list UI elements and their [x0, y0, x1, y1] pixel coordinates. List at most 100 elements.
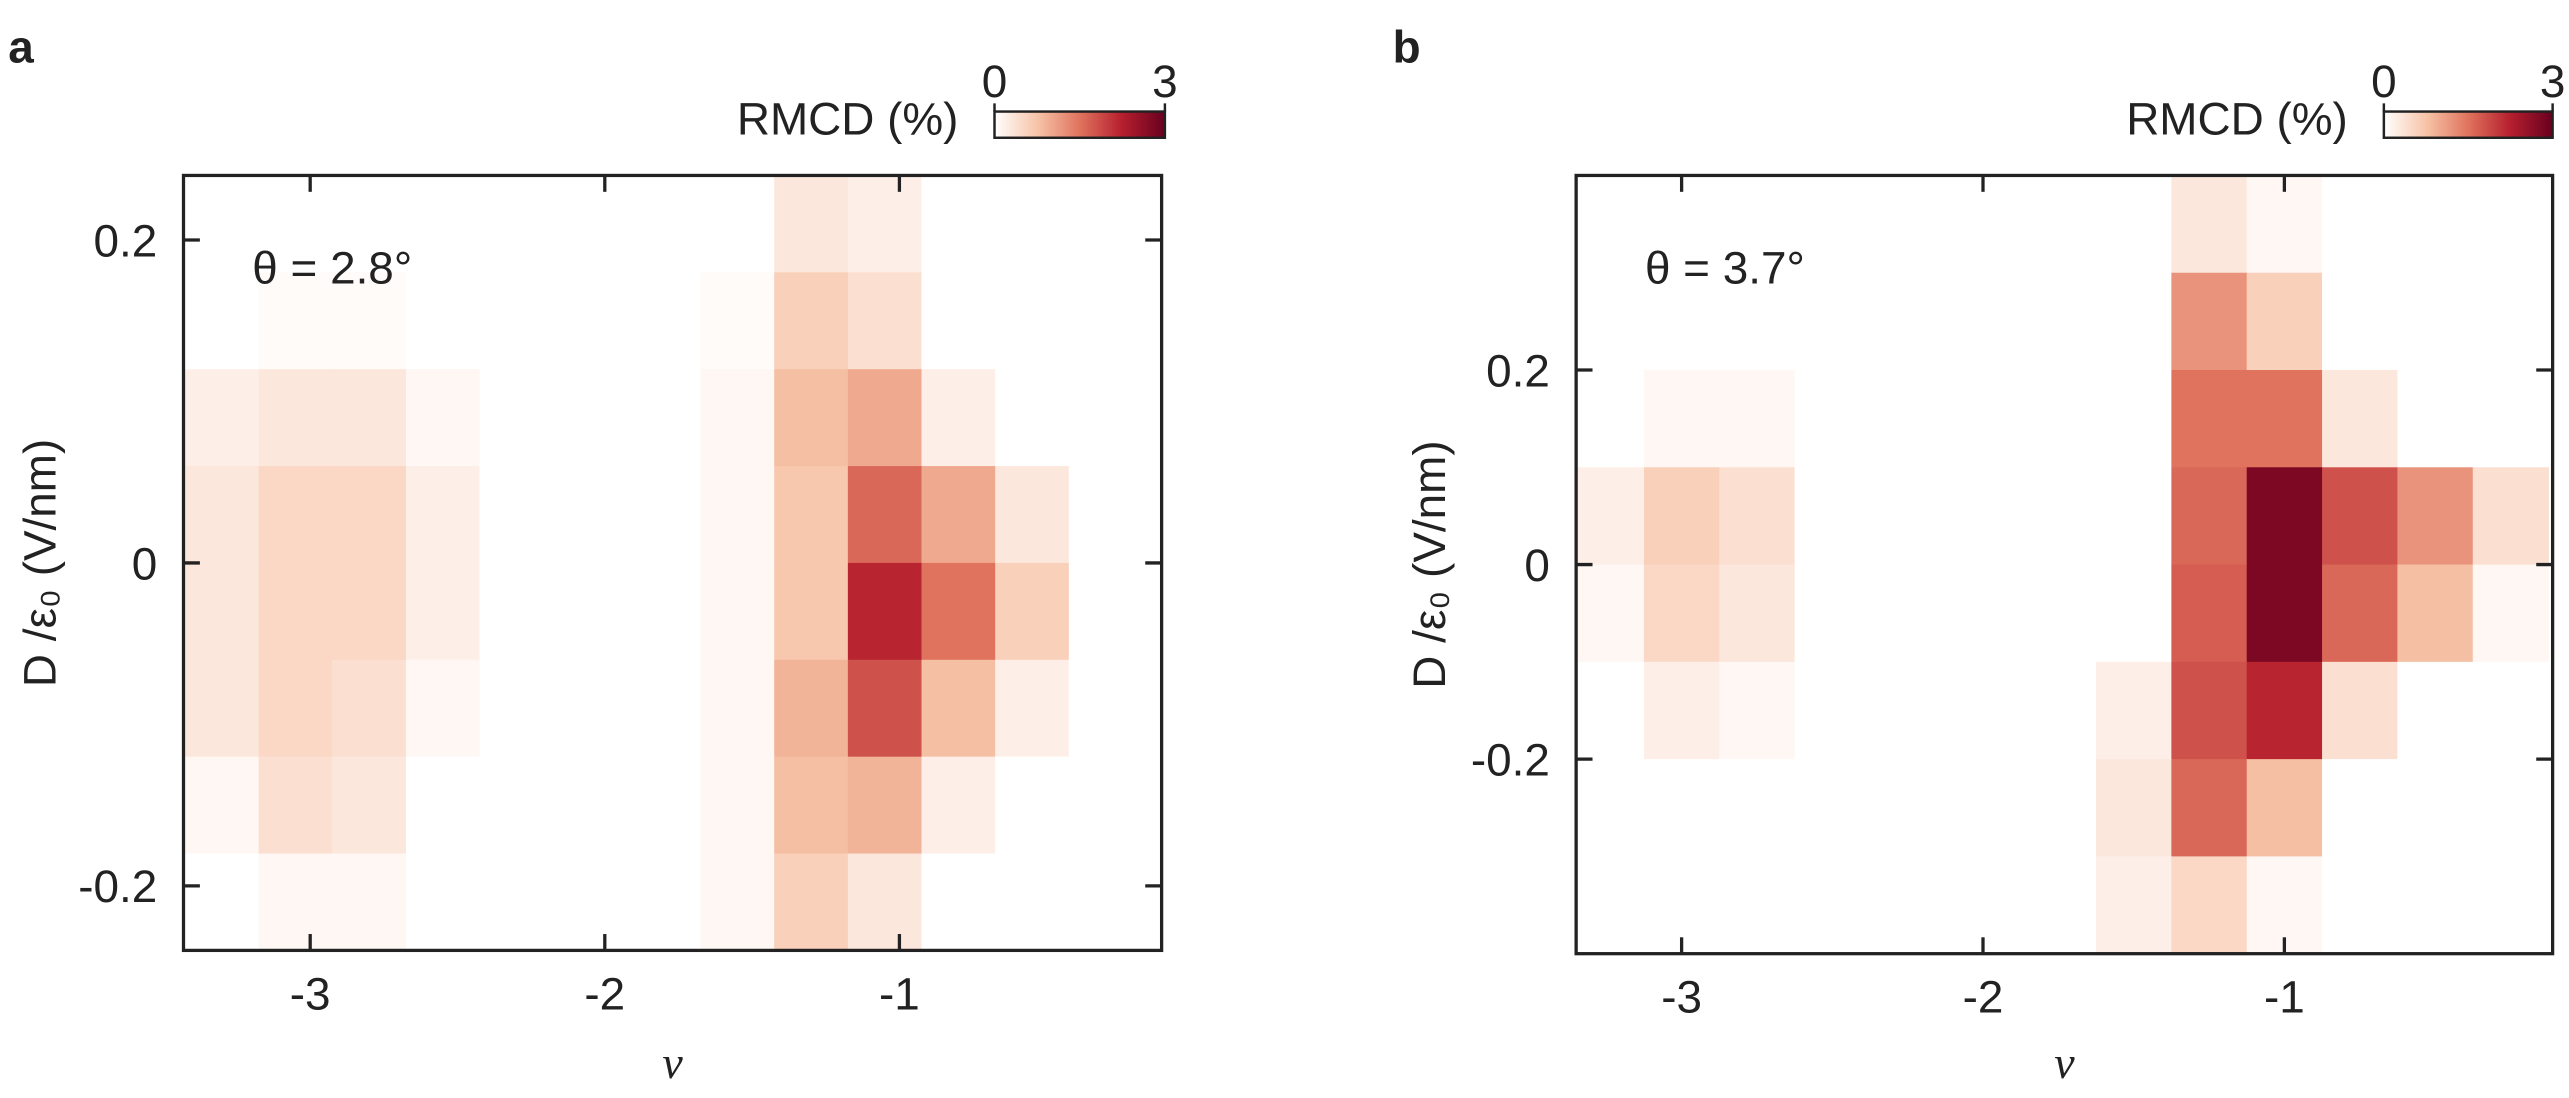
heatmap-cell	[2472, 467, 2549, 566]
heatmap-cell	[2020, 759, 2097, 858]
heatmap-cell	[700, 369, 776, 467]
heatmap-cell	[1719, 467, 1796, 566]
heatmap-cell	[258, 466, 334, 564]
heatmap-cell	[700, 175, 776, 274]
heatmap-cell	[2246, 661, 2323, 760]
heatmap-cell	[1945, 661, 2022, 760]
heatmap-cell	[258, 853, 334, 951]
heatmap-cell	[1576, 856, 1645, 954]
heatmap-cell	[995, 853, 1070, 951]
heatmap-cell	[774, 175, 849, 274]
heatmap-cell	[184, 466, 260, 564]
heatmap-cell	[921, 466, 996, 564]
heatmap-cell	[405, 756, 481, 855]
heatmap-cell	[2246, 467, 2323, 566]
y-tick-label: -0.2	[1471, 734, 1550, 786]
x-tick-label: -3	[1661, 971, 1702, 1023]
heatmap-cell	[2472, 661, 2549, 760]
heatmap-cell	[2472, 564, 2549, 663]
heatmap-cell	[2096, 272, 2173, 371]
heatmap-cell	[1719, 661, 1796, 760]
heatmap-cell	[405, 659, 481, 758]
heatmap-cell	[553, 369, 628, 467]
annotation: θ = 3.7°	[1645, 242, 1805, 294]
heatmap-cell	[332, 466, 407, 564]
heatmap-cell	[332, 853, 407, 951]
heatmap-cell	[1643, 370, 1721, 469]
heatmap-cell	[2020, 370, 2097, 469]
heatmap-cell	[332, 562, 407, 661]
heatmap-cell	[479, 369, 555, 467]
heatmap-cell	[2472, 370, 2549, 469]
heatmap-cell	[626, 175, 702, 274]
heatmap-cell	[1794, 175, 1871, 274]
heatmap-cell	[774, 853, 849, 951]
heatmap-cell	[921, 756, 996, 855]
heatmap-cell	[847, 466, 923, 564]
colorbar-tick-label: 3	[2540, 55, 2566, 107]
heatmap-cell	[258, 272, 334, 371]
heatmap-cell	[2397, 175, 2474, 274]
heatmap-cell	[1068, 466, 1144, 564]
heatmap-cell	[1794, 370, 1871, 469]
y-tick-label: 0	[132, 537, 158, 589]
heatmap-cell	[332, 756, 407, 855]
heatmap-cell	[2020, 467, 2097, 566]
heatmap-cell	[479, 562, 555, 661]
heatmap-cell	[2096, 661, 2173, 760]
heatmap-cell	[847, 175, 923, 274]
heatmap-cell	[1794, 661, 1871, 760]
heatmap-cell	[1643, 467, 1721, 566]
heatmap-cell	[995, 659, 1070, 758]
panel-label: a	[8, 20, 34, 72]
heatmap-cell	[1643, 564, 1721, 663]
heatmap-cell	[995, 272, 1070, 371]
heatmap-cell	[847, 756, 923, 855]
heatmap-cell	[405, 562, 481, 661]
heatmap-cell	[2096, 467, 2173, 566]
y-tick-label: -0.2	[78, 860, 157, 912]
heatmap-cell	[1945, 272, 2022, 371]
heatmap-cell	[1945, 467, 2022, 566]
heatmap-cell	[774, 369, 849, 467]
heatmap-cell	[405, 175, 481, 274]
heatmap-cell	[995, 369, 1070, 467]
heatmap-cell	[479, 853, 555, 951]
heatmap-cell	[258, 175, 334, 274]
heatmap-cell	[553, 853, 628, 951]
heatmap-cell	[995, 756, 1070, 855]
heatmap-cell	[774, 756, 849, 855]
heatmap-cell	[479, 756, 555, 855]
heatmap-cell	[847, 272, 923, 371]
heatmap-cell	[921, 853, 996, 951]
heatmap-cell	[405, 369, 481, 467]
heatmap-cell	[626, 466, 702, 564]
heatmap-cell	[479, 175, 555, 274]
heatmap-cell	[2020, 272, 2097, 371]
heatmap-cell	[258, 659, 334, 758]
panel-label: b	[1393, 20, 1421, 72]
heatmap-cell	[2171, 856, 2248, 954]
heatmap-cell	[2096, 759, 2173, 858]
heatmap-cell	[1068, 369, 1144, 467]
annotation: θ = 2.8°	[252, 242, 412, 294]
heatmap-cell	[1068, 853, 1144, 951]
heatmap	[1576, 175, 2549, 954]
heatmap-cell	[332, 175, 407, 274]
heatmap-cell	[2472, 175, 2549, 274]
heatmap-cell	[774, 659, 849, 758]
heatmap-cell	[1869, 564, 1947, 663]
heatmap-cell	[1068, 659, 1144, 758]
heatmap-cell	[479, 466, 555, 564]
heatmap-cell	[1719, 759, 1796, 858]
heatmap-cell	[479, 659, 555, 758]
x-tick-label: -1	[2264, 971, 2305, 1023]
heatmap-cell	[847, 562, 923, 661]
heatmap-cell	[1945, 370, 2022, 469]
heatmap-cell	[1576, 661, 1645, 760]
heatmap-cell	[184, 659, 260, 758]
heatmap-cell	[774, 562, 849, 661]
heatmap-cell	[1643, 759, 1721, 858]
heatmap-cell	[774, 272, 849, 371]
